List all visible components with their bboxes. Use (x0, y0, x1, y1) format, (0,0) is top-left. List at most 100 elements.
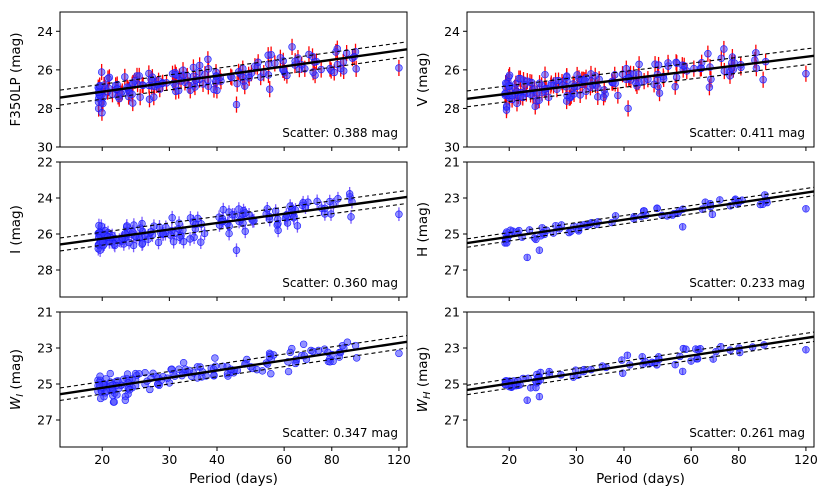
data-point (125, 238, 133, 247)
data-point (759, 76, 767, 84)
data-point (284, 367, 293, 376)
data-point (264, 60, 273, 68)
x-tick-label: 30 (568, 452, 584, 467)
panel-h: 21 23 25 27 H (mag) Scatter: 0.233 mag (415, 155, 815, 301)
data-point (293, 222, 302, 230)
x-tick-label: 80 (324, 452, 340, 467)
data-point (138, 240, 146, 248)
data-point (352, 354, 361, 362)
data-point (635, 60, 643, 69)
data-point (200, 229, 209, 238)
data-point (254, 58, 262, 67)
y-axis-label-subscript: I (15, 394, 26, 397)
envelope-upper-line (467, 331, 814, 386)
y-tick-label: 28 (37, 263, 53, 278)
y-tick-label: 21 (444, 155, 460, 170)
x-axis-label: Period (days) (189, 471, 278, 487)
data-point (614, 91, 622, 100)
x-tick-label: 60 (683, 452, 699, 467)
y-tick-label: 23 (444, 341, 460, 356)
data-point (653, 204, 661, 212)
scatter-annotation: Scatter: 0.411 mag (689, 126, 805, 140)
data-point (195, 68, 204, 76)
data-point (505, 71, 514, 79)
data-point (267, 50, 275, 59)
data-point (709, 355, 717, 363)
fit-line (60, 195, 407, 246)
data-point (95, 221, 103, 230)
y-tick-label: 24 (444, 24, 460, 39)
envelope-upper-line (467, 47, 814, 92)
data-point (171, 82, 180, 90)
data-point (720, 45, 728, 53)
data-point (535, 392, 544, 401)
data-point (352, 65, 360, 73)
envelope-lower-line (60, 347, 407, 402)
y-tick-label: 26 (444, 62, 460, 77)
data-point (502, 106, 511, 114)
x-tick-label: 20 (94, 452, 110, 467)
axes-frame (466, 161, 815, 298)
data-point (136, 224, 145, 232)
data-point (235, 205, 243, 213)
data-point (678, 367, 687, 376)
data-point (752, 49, 760, 57)
data-point (632, 79, 640, 87)
envelope-lower-line (467, 195, 814, 248)
data-point (283, 219, 292, 227)
data-point (271, 59, 279, 68)
y-axis-label-main: I (8, 250, 24, 254)
data-point (659, 75, 668, 83)
data-point (156, 85, 164, 93)
scatter-annotation: Scatter: 0.360 mag (282, 276, 398, 290)
data-point (664, 59, 672, 67)
data-point (121, 396, 130, 404)
panel-wh: 21 23 25 27 20 30 40 60 80 120 WH (mag) Scatter: 0.… (415, 305, 818, 488)
y-tick-label: 27 (444, 263, 460, 278)
data-point (345, 190, 354, 198)
data-point (106, 369, 114, 378)
x-tick-label: 120 (794, 452, 818, 467)
data-point (523, 396, 531, 404)
y-axis-label: F350LP (mag) (8, 32, 24, 126)
data-point (671, 82, 679, 91)
data-point (535, 79, 544, 87)
axes-frame (466, 311, 815, 448)
data-point (623, 351, 632, 360)
data-point (618, 70, 627, 78)
data-point (129, 99, 137, 107)
data-point (104, 74, 112, 83)
data-point (189, 63, 198, 72)
data-point (123, 370, 132, 378)
data-point (210, 85, 218, 94)
data-point (581, 76, 589, 84)
y-axis-label-unit: (mag) (415, 202, 431, 247)
x-tick-label: 80 (731, 452, 747, 467)
data-point (241, 82, 249, 90)
data-point (154, 238, 163, 247)
x-tick-label: 30 (161, 452, 177, 467)
data-point (618, 356, 626, 364)
data-point (204, 55, 212, 63)
data-point (130, 221, 138, 229)
y-axis-label-main: W (415, 398, 431, 412)
data-point (720, 67, 729, 75)
data-point (705, 83, 714, 91)
y-axis-label-main: H (415, 247, 431, 257)
y-axis-label: H (mag) (415, 202, 431, 257)
data-point (98, 109, 106, 117)
data-point (123, 222, 131, 230)
envelope-lower-line (60, 56, 407, 106)
data-point (313, 197, 321, 206)
data-point (682, 345, 690, 353)
data-point (672, 73, 681, 82)
fit-line (60, 340, 407, 396)
data-point (266, 85, 274, 93)
data-point (624, 104, 632, 113)
fit-line (467, 190, 814, 245)
data-point (241, 227, 249, 236)
data-point (333, 44, 342, 53)
data-point (179, 358, 188, 367)
data-point (611, 212, 620, 220)
data-point (274, 226, 282, 235)
